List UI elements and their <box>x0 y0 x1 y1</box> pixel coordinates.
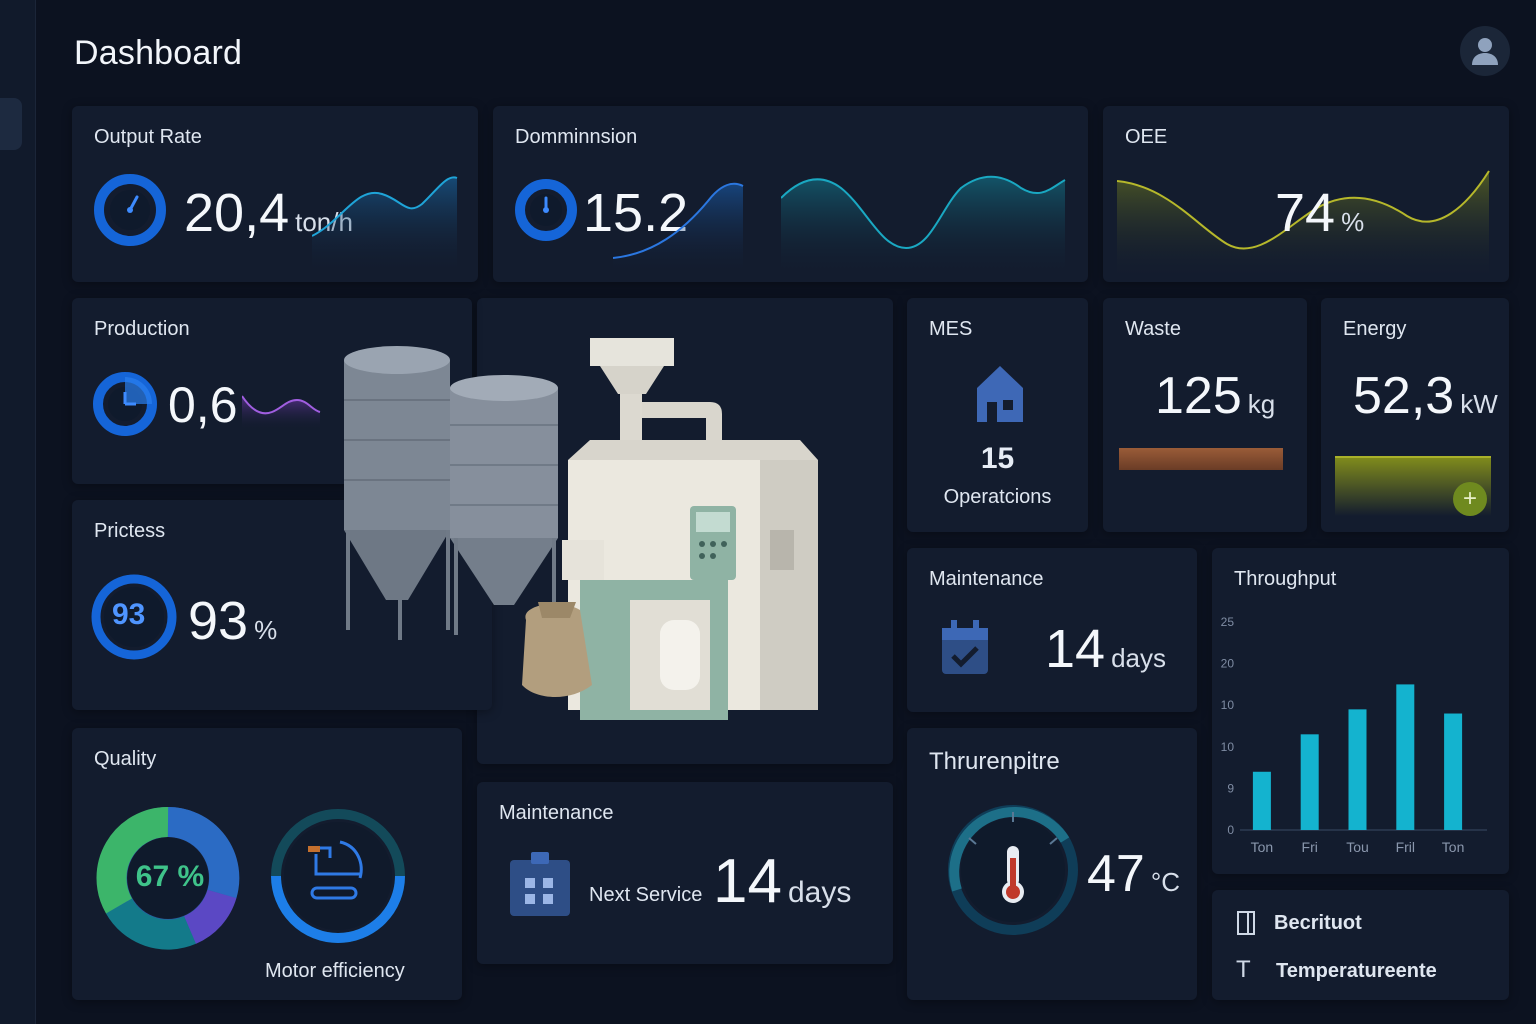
temperature-value: 47 <box>1087 845 1145 903</box>
quality-card[interactable]: Quality 67 % Motor efficiency <box>72 728 462 1000</box>
mes-value: 15 <box>980 442 1015 475</box>
waste-title: Waste <box>1125 318 1181 340</box>
maintenance-bottom-title: Maintenance <box>499 802 614 824</box>
x-tick-label: Fri <box>1302 839 1318 855</box>
waste-value: 125 <box>1155 367 1242 425</box>
page-title: Dashboard <box>74 34 243 72</box>
oee-area-chart <box>1117 170 1490 282</box>
energy-title: Energy <box>1343 318 1407 340</box>
process-title: Prictess <box>94 520 166 542</box>
output-rate-title: Output Rate <box>94 126 202 148</box>
mes-card[interactable]: MES 15 Operatcions <box>907 298 1088 532</box>
maintenance-right-value: 14 <box>1045 619 1106 679</box>
dominion-sparkline-2 <box>781 175 1066 278</box>
x-tick-label: Fril <box>1396 839 1415 855</box>
motor-efficiency-gauge <box>271 809 405 943</box>
dominion-sparkline-1 <box>613 182 744 276</box>
oee-card[interactable]: OEE 74% <box>1103 106 1509 282</box>
maintenance-right-unit: days <box>1111 643 1166 673</box>
maintenance-bottom-card[interactable]: Maintenance Next Service 14 days <box>477 782 893 964</box>
x-tick-label: Ton <box>1442 839 1465 855</box>
dominion-value: 15.2 <box>583 183 689 243</box>
user-avatar[interactable] <box>1460 26 1510 76</box>
process-gauge <box>91 574 177 660</box>
home-icon <box>977 366 1023 422</box>
throughput-chart: 25 20 10 10 9 0 Ton Fri Tou Fril Ton <box>1221 615 1487 855</box>
add-button[interactable]: + <box>1453 482 1487 516</box>
throughput-bar[interactable] <box>1300 734 1319 830</box>
quality-value: 67 % <box>135 860 205 893</box>
dominion-card[interactable]: Domminnsion 15.2 <box>493 106 1088 282</box>
machine-illustration <box>344 338 818 720</box>
dominion-title: Domminnsion <box>515 126 638 148</box>
plus-icon: + <box>1462 485 1477 512</box>
process-value: 93 <box>188 591 249 651</box>
y-tick-label: 10 <box>1221 740 1235 754</box>
quality-donut <box>96 806 240 950</box>
throughput-bar[interactable] <box>1252 771 1271 830</box>
y-tick-label: 9 <box>1227 781 1234 795</box>
sidebar-tab[interactable] <box>0 98 22 150</box>
gauge-icon <box>94 174 166 246</box>
throughput-card[interactable]: Throughput 25 20 10 10 9 0 Ton Fri Tou Fril Ton <box>1212 548 1509 874</box>
user-icon <box>1472 38 1498 65</box>
throughput-bar[interactable] <box>1348 709 1367 830</box>
calendar-check-icon <box>942 620 988 674</box>
production-title: Production <box>94 318 190 340</box>
process-unit: % <box>254 615 278 645</box>
temperature-unit: °C <box>1150 867 1181 897</box>
mes-title: MES <box>929 318 973 340</box>
next-service-label: Next Service <box>589 884 703 906</box>
oee-unit: % <box>1341 207 1365 237</box>
sidebar <box>0 0 36 1024</box>
output-rate-sparkline <box>312 176 458 276</box>
waste-bar <box>1119 448 1283 470</box>
calendar-icon <box>510 852 570 916</box>
legend-item-2: Temperatureente <box>1276 960 1437 982</box>
waste-card[interactable]: Waste 125 kg <box>1103 298 1307 532</box>
y-tick-label: 10 <box>1221 698 1235 712</box>
maintenance-bottom-unit: days <box>787 876 852 909</box>
process-gauge-value: 93 <box>112 598 146 631</box>
throughput-bar[interactable] <box>1396 684 1415 830</box>
waste-unit: kg <box>1247 389 1276 419</box>
x-tick-label: Tou <box>1346 839 1369 855</box>
quality-title: Quality <box>94 748 157 770</box>
clock-icon <box>93 372 157 436</box>
oee-value: 74 <box>1275 183 1336 243</box>
text-icon: T <box>1236 956 1251 983</box>
temperature-card[interactable]: Thrurenpitre 47 °C <box>907 728 1197 1000</box>
gauge-icon <box>515 179 577 241</box>
y-tick-label: 20 <box>1221 657 1235 671</box>
throughput-bar[interactable] <box>1444 713 1463 830</box>
door-icon <box>1237 911 1255 935</box>
production-value: 0,6 <box>168 377 238 433</box>
motor-efficiency-label: Motor efficiency <box>265 960 405 982</box>
x-tick-label: Ton <box>1251 839 1274 855</box>
energy-card[interactable]: Energy 52,3 kW + <box>1321 298 1509 532</box>
production-sparkline <box>242 395 321 430</box>
maintenance-right-card[interactable]: Maintenance 14 days <box>907 548 1197 712</box>
output-rate-card[interactable]: Output Rate 20,4 ton/h <box>72 106 478 282</box>
energy-value: 52,3 <box>1353 367 1455 425</box>
energy-unit: kW <box>1460 389 1498 419</box>
y-tick-label: 0 <box>1227 823 1234 837</box>
throughput-title: Throughput <box>1234 568 1337 590</box>
output-rate-value: 20,4 <box>184 183 290 243</box>
temperature-gauge <box>948 805 1078 935</box>
maintenance-bottom-value: 14 <box>713 847 782 916</box>
mes-label: Operatcions <box>943 486 1052 508</box>
oee-title: OEE <box>1125 126 1168 148</box>
legend-item-1: Becrituot <box>1274 912 1362 934</box>
legend-card: Becrituot T Temperatureente <box>1212 890 1509 1000</box>
maintenance-right-title: Maintenance <box>929 568 1044 590</box>
y-tick-label: 25 <box>1221 615 1235 629</box>
temperature-title: Thrurenpitre <box>929 748 1060 775</box>
